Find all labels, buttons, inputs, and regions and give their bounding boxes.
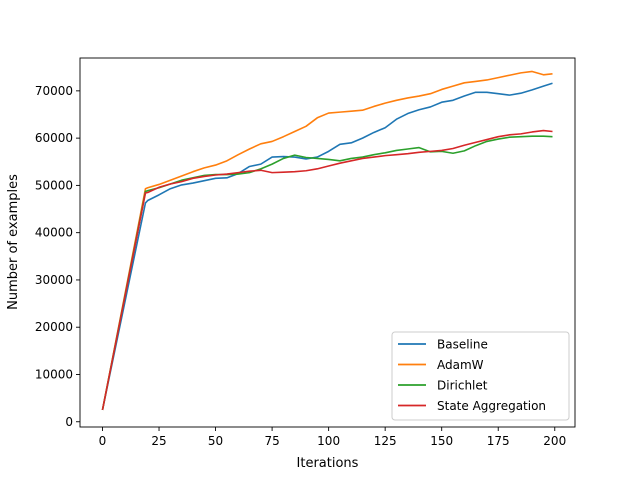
y-tick-label: 60000 — [35, 131, 73, 145]
legend-label: AdamW — [437, 358, 484, 372]
y-tick-label: 30000 — [35, 273, 73, 287]
series-line-adamw — [101, 70, 553, 411]
x-tick-label: 75 — [264, 434, 279, 448]
x-tick-label: 100 — [317, 434, 340, 448]
x-tick-label: 125 — [374, 434, 397, 448]
legend-label: State Aggregation — [437, 399, 546, 413]
x-tick-label: 0 — [99, 434, 107, 448]
x-tick-label: 150 — [430, 434, 453, 448]
y-tick-label: 50000 — [35, 178, 73, 192]
series-line-state-aggregation — [101, 129, 553, 411]
y-tick-label: 20000 — [35, 320, 73, 334]
x-tick-label: 200 — [543, 434, 566, 448]
y-tick-label: 10000 — [35, 367, 73, 381]
legend: Baseline AdamW Dirichlet State Aggregation — [391, 331, 570, 421]
legend-label: Dirichlet — [437, 379, 488, 393]
legend-item: State Aggregation — [398, 399, 546, 413]
y-axis-label: Number of examples — [6, 174, 21, 310]
legend-item: Baseline — [398, 338, 488, 352]
legend-label: Baseline — [437, 338, 488, 352]
x-tick-label: 25 — [151, 434, 166, 448]
legend-box — [391, 331, 570, 421]
x-axis: 0 25 50 75 100 125 150 175 200 — [99, 427, 566, 448]
x-axis-label: Iterations — [297, 456, 359, 471]
y-tick-label: 0 — [65, 415, 73, 429]
y-axis: 0 10000 20000 30000 40000 50000 60000 70000 — [35, 84, 80, 429]
y-tick-label: 40000 — [35, 226, 73, 240]
legend-item: Dirichlet — [398, 379, 488, 393]
y-tick-label: 70000 — [35, 84, 73, 98]
x-tick-label: 175 — [487, 434, 510, 448]
series-line-baseline — [101, 82, 553, 411]
plot-area — [79, 57, 576, 428]
plot-frame — [79, 57, 576, 428]
x-tick-label: 50 — [208, 434, 223, 448]
legend-item: AdamW — [398, 358, 484, 372]
